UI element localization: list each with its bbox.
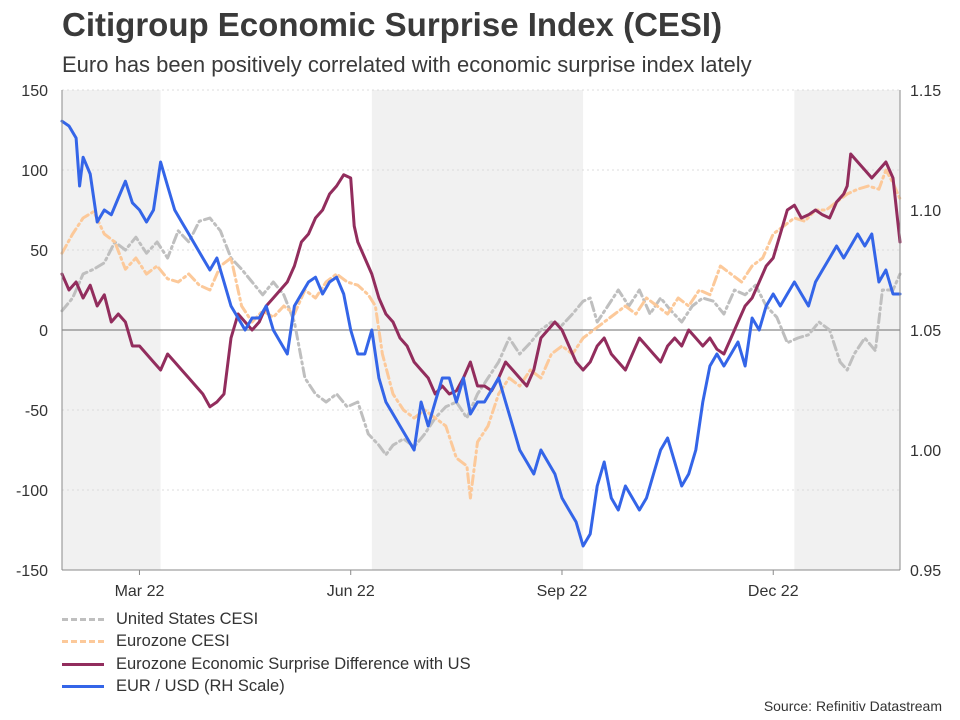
eurusd-line [60, 119, 902, 548]
legend-label-eurusd: EUR / USD (RH Scale) [116, 677, 285, 696]
legend-swatch-us-cesi [62, 617, 104, 621]
right-tick-label: 0.95 [910, 563, 941, 580]
source-note: Source: Refinitiv Datastream [763, 698, 942, 714]
left-tick-label: -100 [16, 483, 48, 500]
chart-title: Citigroup Economic Surprise Index (CESI) [62, 6, 723, 43]
chart-subtitle: Euro has been positively correlated with… [62, 52, 752, 77]
us-cesi-line [60, 216, 902, 457]
x-tick-label: Jun 22 [327, 583, 375, 600]
legend-label-us-cesi: United States CESI [116, 609, 259, 628]
legend-label-eurozone-cesi: Eurozone CESI [116, 632, 230, 651]
x-tick-label: Mar 22 [115, 583, 165, 600]
x-tick-label: Dec 22 [748, 583, 799, 600]
left-tick-label: 150 [21, 83, 48, 100]
legend-swatch-eurusd [62, 685, 104, 689]
chart-legend: United States CESI Eurozone CESI Eurozon… [62, 608, 471, 698]
legend-swatch-difference [62, 662, 104, 666]
legend-swatch-eurozone-cesi [62, 640, 104, 644]
left-tick-label: 100 [21, 163, 48, 180]
legend-item-eurozone-cesi: Eurozone CESI [62, 631, 471, 654]
left-tick-label: 0 [39, 323, 48, 340]
left-tick-label: -150 [16, 563, 48, 580]
legend-item-eurusd: EUR / USD (RH Scale) [62, 676, 471, 699]
right-tick-label: 1.00 [910, 443, 941, 460]
eurozone-cesi-line [60, 168, 902, 500]
difference-line [60, 152, 902, 409]
left-tick-label: 50 [30, 243, 48, 260]
axes: 150 100 50 0 -50 -100 -150 1.15 1.10 1.05 1.00 0.95… [16, 83, 941, 600]
legend-item-difference: Eurozone Economic Surprise Difference wi… [62, 653, 471, 676]
legend-item-us-cesi: United States CESI [62, 608, 471, 631]
left-tick-label: -50 [25, 403, 48, 420]
right-tick-label: 1.05 [910, 323, 941, 340]
legend-label-difference: Eurozone Economic Surprise Difference wi… [116, 654, 471, 673]
series-lines [60, 119, 902, 548]
x-tick-label: Sep 22 [537, 583, 588, 600]
right-tick-label: 1.15 [910, 83, 941, 100]
right-tick-label: 1.10 [910, 203, 941, 220]
